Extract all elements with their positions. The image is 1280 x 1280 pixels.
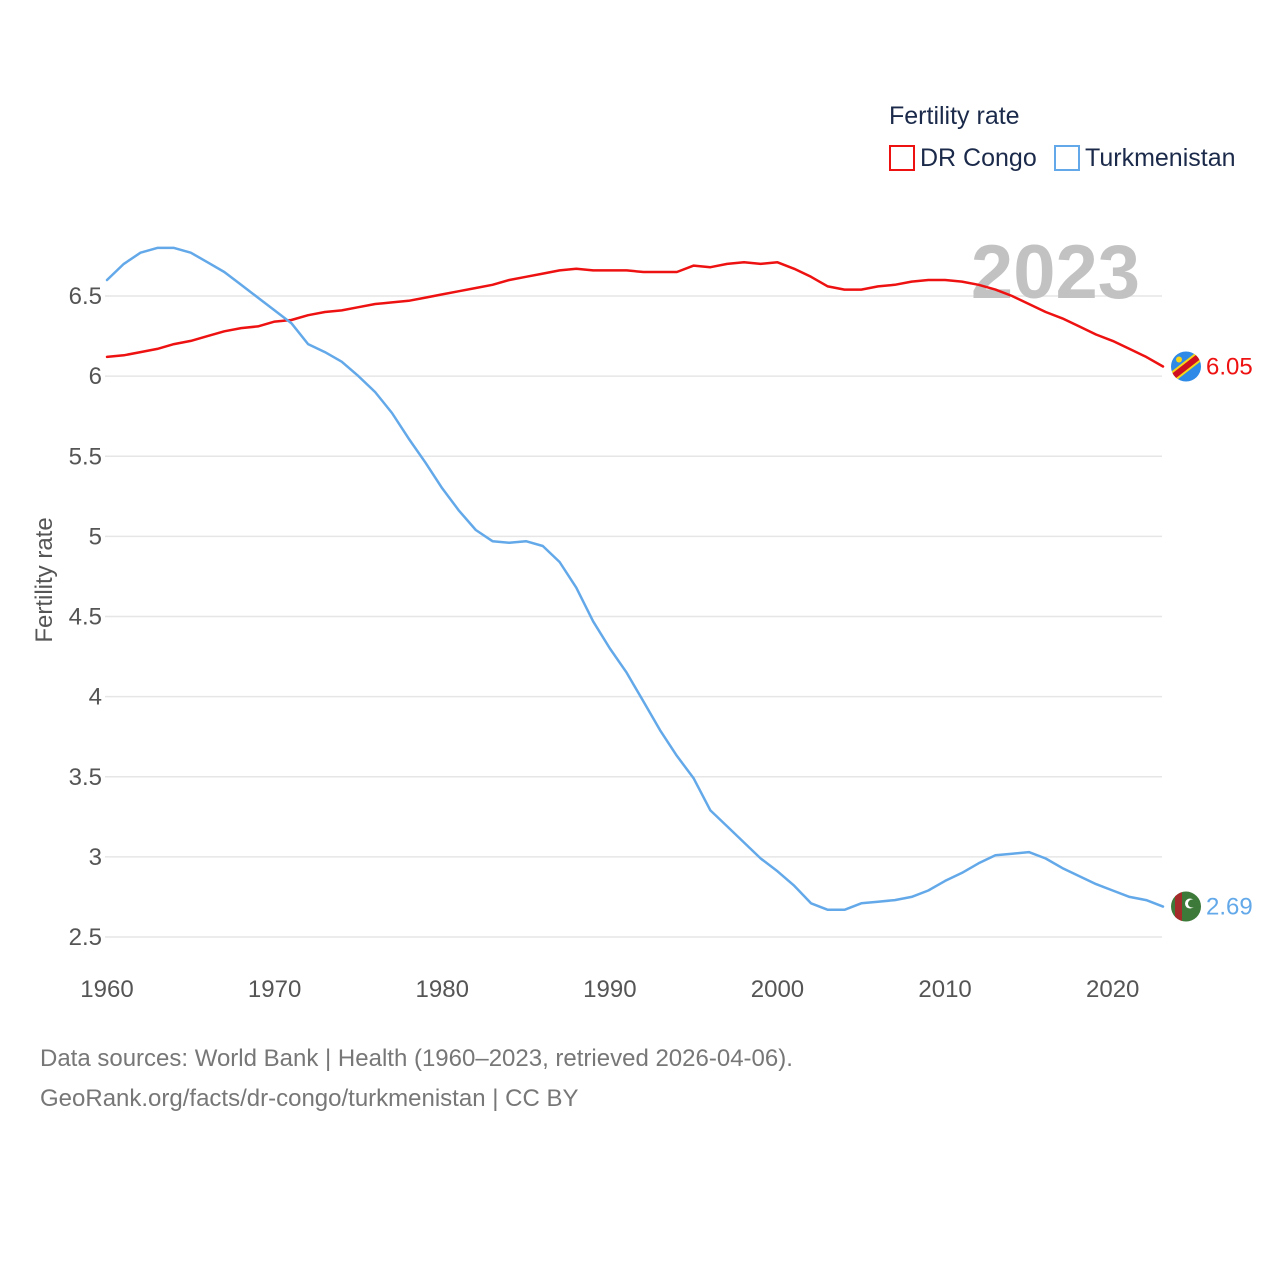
- end-label-turkmenistan: 2.69: [1206, 894, 1253, 921]
- end-label-dr-congo: 6.05: [1206, 354, 1253, 381]
- x-tick-label: 1990: [583, 976, 636, 1003]
- legend-item-turkmenistan[interactable]: Turkmenistan: [1054, 144, 1236, 172]
- y-tick-label: 3: [89, 844, 102, 871]
- grid-lines: [105, 295, 1162, 938]
- series-line-dr-congo[interactable]: [105, 261, 1165, 368]
- y-axis-title: Fertility rate: [31, 517, 58, 642]
- year-label: 2023: [971, 230, 1140, 315]
- legend-swatch-dr-congo: [889, 145, 915, 171]
- y-tick-label: 2.5: [69, 924, 102, 951]
- legend-swatch-turkmenistan: [1054, 145, 1080, 171]
- y-tick-label: 3.5: [69, 764, 102, 791]
- source-text: Data sources: World Bank | Health (1960–…: [40, 1045, 793, 1072]
- y-tick-label: 5: [89, 523, 102, 550]
- series-end-markers: 6.05 2.69: [1171, 351, 1253, 922]
- dr-congo-flag-icon: [1171, 351, 1201, 382]
- series-line-turkmenistan[interactable]: [105, 246, 1165, 912]
- turkmenistan-flag-icon: [1171, 891, 1201, 922]
- y-axis-ticks: 2.5 3 3.5 4 4.5 5 5.5 6 6.5: [69, 283, 102, 951]
- x-axis-ticks: 1960 1970 1980 1990 2000 2010 2020: [80, 976, 1139, 1003]
- x-tick-label: 2000: [751, 976, 804, 1003]
- x-tick-label: 2020: [1086, 976, 1139, 1003]
- y-tick-label: 5.5: [69, 443, 102, 470]
- x-tick-label: 1960: [80, 976, 133, 1003]
- series-lines: [105, 246, 1165, 912]
- legend-label-turkmenistan: Turkmenistan: [1085, 144, 1236, 172]
- x-tick-label: 1970: [248, 976, 301, 1003]
- legend-title: Fertility rate: [889, 102, 1020, 130]
- attribution-link[interactable]: GeoRank.org/facts/dr-congo/turkmenistan …: [40, 1085, 579, 1112]
- x-tick-label: 2010: [918, 976, 971, 1003]
- y-tick-label: 6: [89, 363, 102, 390]
- y-tick-label: 4: [89, 684, 102, 711]
- x-tick-label: 1980: [416, 976, 469, 1003]
- legend-item-dr-congo[interactable]: DR Congo: [889, 144, 1037, 172]
- y-tick-label: 4.5: [69, 604, 102, 631]
- legend: Fertility rate DR Congo Turkmenistan: [889, 102, 1236, 172]
- y-tick-label: 6.5: [69, 283, 102, 310]
- legend-label-dr-congo: DR Congo: [920, 144, 1037, 172]
